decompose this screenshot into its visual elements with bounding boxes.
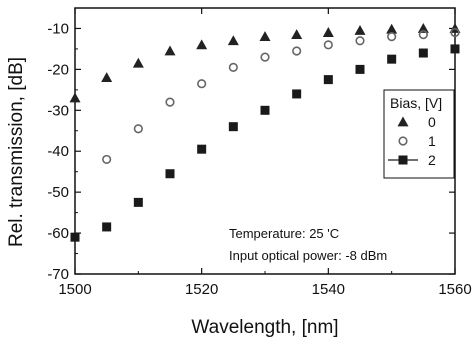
legend-title: Bias, [V] xyxy=(390,95,442,111)
data-point-bias-2 xyxy=(355,64,365,74)
y-tick-label: -30 xyxy=(47,102,69,119)
data-point-bias-2 xyxy=(133,197,143,207)
y-tick-label: -20 xyxy=(47,61,69,78)
data-point-bias-0 xyxy=(291,29,303,39)
data-point-bias-1 xyxy=(228,62,238,72)
data-point-bias-2 xyxy=(102,222,112,232)
x-tick-label: 1540 xyxy=(312,281,345,298)
data-point-bias-0 xyxy=(132,57,144,68)
data-point-bias-1 xyxy=(197,79,207,89)
legend-label: 0 xyxy=(428,114,436,130)
data-point-bias-1 xyxy=(165,97,175,107)
legend-marker xyxy=(398,136,408,146)
data-point-bias-0 xyxy=(69,92,81,103)
data-point-bias-0 xyxy=(322,27,334,37)
data-marks xyxy=(69,22,461,242)
data-point-bias-0 xyxy=(259,31,271,42)
data-point-bias-1 xyxy=(292,46,302,56)
data-point-bias-1 xyxy=(133,124,143,134)
x-tick-label: 1520 xyxy=(185,281,218,298)
y-tick-label: -60 xyxy=(47,225,69,242)
x-tick-label: 1500 xyxy=(58,281,91,298)
data-point-bias-2 xyxy=(260,105,270,115)
data-point-bias-0 xyxy=(417,22,429,33)
data-point-bias-1 xyxy=(450,27,460,38)
annotations: Temperature: 25 'C Input optical power: … xyxy=(229,226,387,263)
y-axis-label: Rel. transmission, [dB] xyxy=(6,57,27,247)
data-point-bias-1 xyxy=(387,32,397,42)
data-point-bias-1 xyxy=(260,52,270,62)
legend-label: 1 xyxy=(428,133,436,149)
data-point-bias-1 xyxy=(323,40,333,50)
data-point-bias-0 xyxy=(354,25,366,35)
legend-label: 2 xyxy=(428,152,436,168)
legend-marker xyxy=(398,155,408,165)
data-point-bias-0 xyxy=(386,23,398,34)
data-point-bias-0 xyxy=(101,72,113,82)
y-tick-label: -40 xyxy=(47,143,69,160)
annotation-input-power: Input optical power: -8 dBm xyxy=(229,248,387,263)
data-point-bias-2 xyxy=(387,54,397,64)
annotation-temperature: Temperature: 25 'C xyxy=(229,226,339,241)
legend-box xyxy=(383,89,455,179)
data-point-bias-0 xyxy=(164,45,176,56)
legend-entry-bias-1: 1 xyxy=(398,133,436,149)
data-point-bias-0 xyxy=(196,39,208,50)
data-point-bias-1 xyxy=(355,36,365,46)
y-tick-label: -70 xyxy=(47,266,69,283)
data-point-bias-2 xyxy=(165,169,175,179)
data-point-bias-2 xyxy=(197,144,207,154)
y-tick-label: -50 xyxy=(47,184,69,201)
data-point-bias-2 xyxy=(228,122,238,132)
legend: Bias, [V] 0 1 2 xyxy=(383,89,455,179)
data-point-bias-1 xyxy=(418,29,428,40)
data-point-bias-2 xyxy=(70,232,80,242)
series-bias-2 xyxy=(70,44,460,242)
series-bias-1 xyxy=(102,27,460,165)
legend-entry-bias-0: 0 xyxy=(397,114,436,130)
y-tick-label: -10 xyxy=(47,20,69,37)
legend-entries: 0 1 2 xyxy=(388,114,436,168)
x-axis-label: Wavelength, [nm] xyxy=(191,317,338,338)
data-point-bias-2 xyxy=(292,89,302,99)
data-point-bias-2 xyxy=(450,44,460,54)
data-point-bias-0 xyxy=(227,35,239,46)
data-point-bias-2 xyxy=(418,48,428,58)
legend-marker xyxy=(397,116,409,127)
data-point-bias-2 xyxy=(323,75,333,85)
data-point-bias-1 xyxy=(102,154,112,165)
legend-entry-bias-2: 2 xyxy=(388,152,436,168)
x-tick-label: 1560 xyxy=(438,281,471,298)
